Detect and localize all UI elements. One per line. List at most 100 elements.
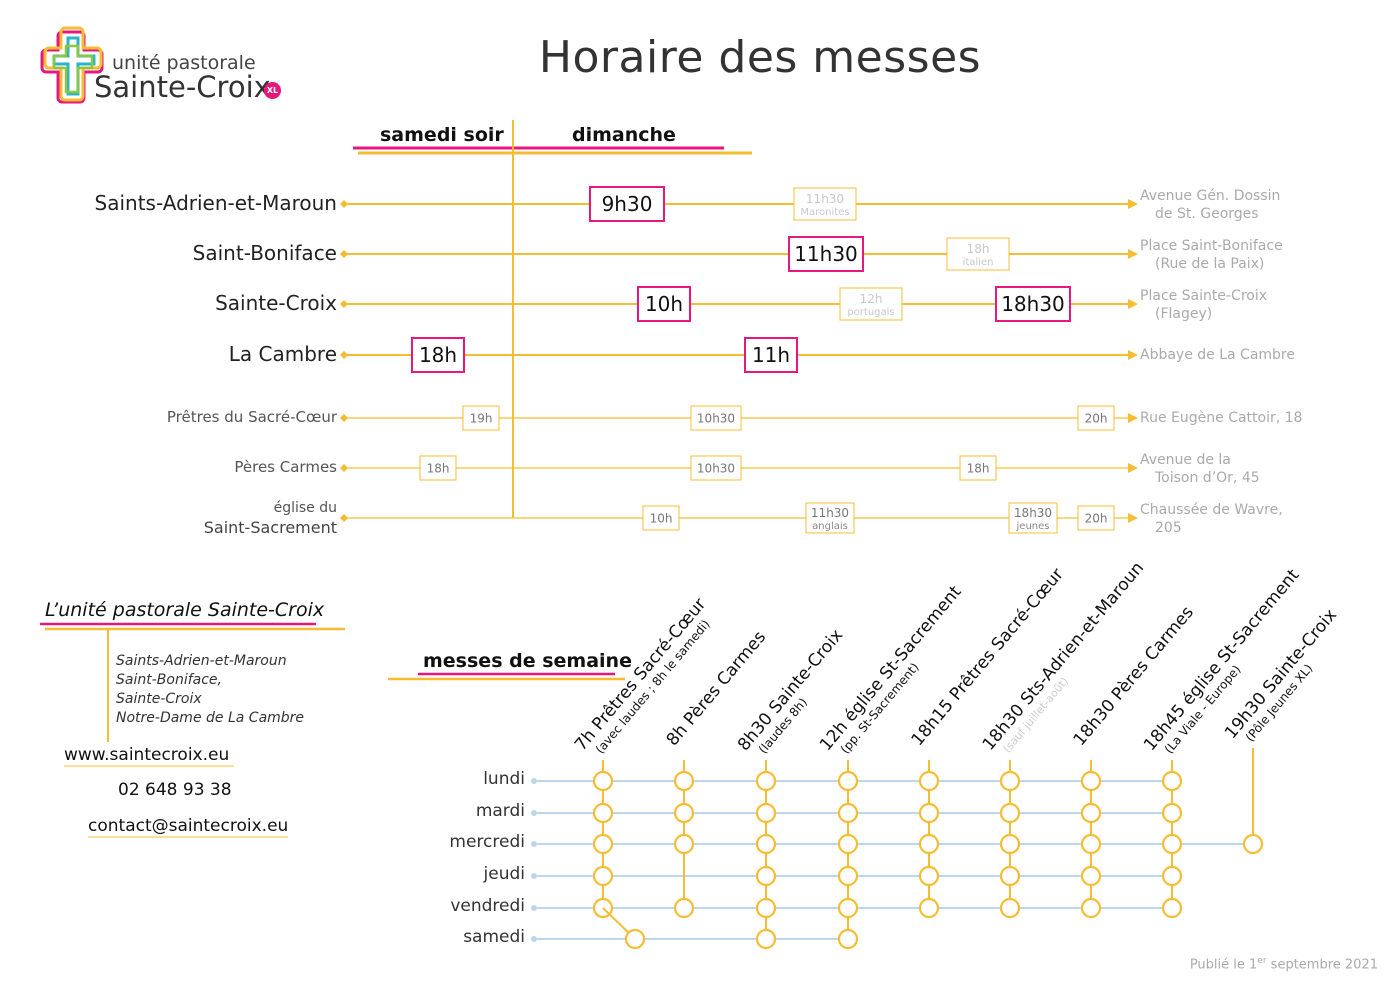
mass-circle	[837, 897, 859, 919]
church-name: La Cambre	[228, 342, 337, 366]
phone-number: 02 648 93 38	[118, 780, 232, 800]
diamond-icon	[340, 250, 348, 258]
weekday-column	[918, 760, 940, 919]
mass-circle	[999, 865, 1021, 887]
mass-circle	[755, 865, 777, 887]
mass-circle	[1080, 865, 1102, 887]
address-line: Toison d’Or, 45	[1155, 470, 1260, 486]
mass-circle	[918, 865, 940, 887]
mass-time-box: 10h	[642, 505, 680, 531]
mass-time: 20h	[1085, 511, 1108, 525]
address-line: Place Sainte-Croix	[1140, 288, 1268, 304]
weekday-label: vendredi	[450, 896, 525, 916]
unite-member: Saints-Adrien-et-Maroun	[116, 653, 287, 669]
mass-time: 10h	[645, 292, 683, 316]
day-dot	[531, 778, 537, 784]
mass-circle	[592, 865, 614, 887]
church-row: 18h 10h30 18h	[340, 455, 1138, 481]
church-name-line1: église du	[273, 500, 337, 516]
church-name: Prêtres du Sacré-Cœur	[166, 408, 337, 426]
mass-circle	[1080, 897, 1102, 919]
address-line: 205	[1155, 520, 1182, 536]
arrow-icon	[1128, 299, 1138, 309]
mass-circle	[755, 802, 777, 824]
mass-circle	[1161, 865, 1183, 887]
mass-time-box: 9h30	[589, 186, 665, 222]
arrow-icon	[1128, 513, 1138, 523]
church-row: 19h 10h30 20h	[340, 405, 1138, 431]
day-dot	[531, 810, 537, 816]
mass-circle	[999, 802, 1021, 824]
mass-time: 12h	[860, 292, 883, 306]
mass-circle	[1161, 833, 1183, 855]
unite-member: Notre-Dame de La Cambre	[116, 710, 305, 726]
published-date: Publié le 1er septembre 2021	[1189, 956, 1378, 973]
weekday-column	[1161, 760, 1183, 919]
mass-circle	[592, 770, 614, 792]
mass-time: 11h	[752, 343, 790, 367]
weekday-column	[1080, 760, 1102, 919]
weekday-title: messes de semaine	[423, 650, 632, 672]
mass-circle	[624, 928, 646, 950]
mass-note: Maronites	[800, 207, 849, 218]
church-name: Saint-Boniface	[192, 241, 337, 265]
church-address: Abbaye de La Cambre	[1140, 346, 1295, 364]
mass-time: 19h	[470, 411, 493, 425]
mass-time-box: 20h	[1077, 505, 1115, 531]
diamond-icon	[340, 414, 348, 422]
mass-circle	[837, 865, 859, 887]
address-line: Avenue de la	[1140, 452, 1231, 468]
church-name-line2: Saint-Sacrement	[203, 518, 337, 537]
mass-circle	[999, 833, 1021, 855]
church-name: Pères Carmes	[234, 458, 337, 476]
header-sunday: dimanche	[572, 124, 676, 146]
diamond-icon	[340, 200, 348, 208]
mass-time: 11h30	[794, 242, 858, 266]
mass-time-box: 18h	[959, 455, 997, 481]
mass-time: 18h	[419, 343, 457, 367]
header-saturday: samedi soir	[380, 124, 504, 146]
church-address: Avenue Gén. Dossin de St. Georges	[1140, 187, 1280, 223]
mass-note: anglais	[812, 521, 848, 532]
church-name: église du Saint-Sacrement	[204, 499, 337, 537]
church-address: Avenue de la Toison d’Or, 45	[1140, 451, 1260, 487]
mass-time: 18h30	[1014, 506, 1052, 520]
diamond-icon	[340, 514, 348, 522]
mass-time-box: 18h30	[995, 286, 1071, 322]
church-name: Saints-Adrien-et-Maroun	[94, 191, 337, 215]
mass-circle	[837, 928, 859, 950]
logo-line2: Sainte-Croix	[94, 70, 271, 104]
email-link[interactable]: contact@saintecroix.eu	[88, 816, 289, 836]
mass-circle	[837, 770, 859, 792]
weekday-column	[673, 760, 695, 919]
day-dot	[531, 841, 537, 847]
address-line: Place Saint-Boniface	[1140, 238, 1283, 254]
weekday-column	[755, 760, 777, 950]
page-title: Horaire des messes	[538, 32, 982, 83]
arrow-icon	[1128, 413, 1138, 423]
arrow-icon	[1128, 350, 1138, 360]
mass-time: 18h	[967, 461, 990, 475]
church-row: 18h 11h	[340, 337, 1138, 373]
church-address: Chaussée de Wavre, 205	[1140, 501, 1283, 537]
weekday-label: lundi	[483, 769, 525, 789]
mass-time: 10h30	[697, 461, 735, 475]
arrow-icon	[1128, 463, 1138, 473]
address-line: Avenue Gén. Dossin	[1140, 188, 1281, 204]
mass-circle	[918, 802, 940, 824]
mass-time-box: 18h	[419, 455, 457, 481]
diamond-icon	[340, 464, 348, 472]
mass-time-box: 19h	[462, 405, 500, 431]
mass-time-box: 10h30	[690, 405, 742, 431]
mass-circle	[999, 770, 1021, 792]
mass-circle	[592, 802, 614, 824]
weekday-label: mercredi	[449, 832, 525, 852]
website-link[interactable]: www.saintecroix.eu	[64, 745, 230, 765]
